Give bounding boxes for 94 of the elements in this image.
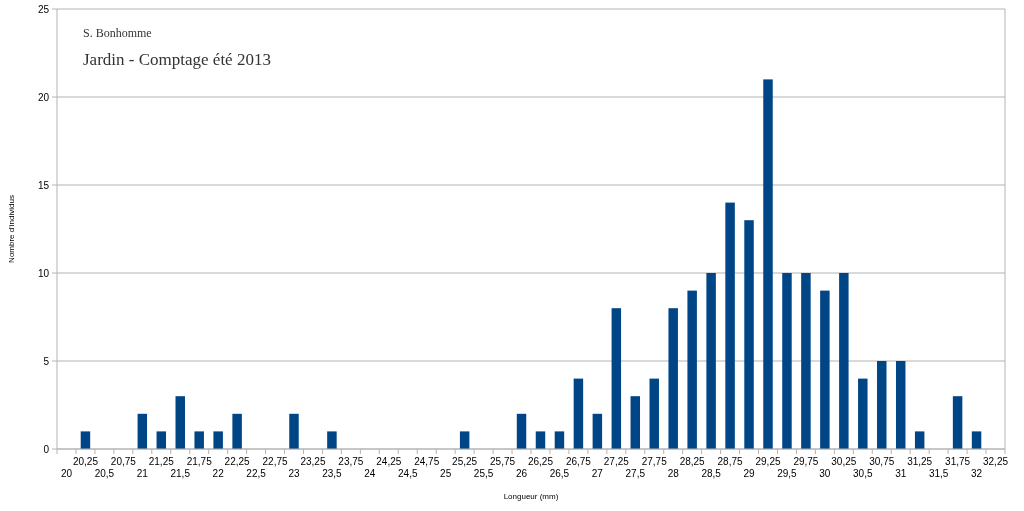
x-tick-label: 30,5 [853,468,873,479]
bar [895,361,906,449]
x-tick-label: 31 [895,468,907,479]
bar [877,361,887,449]
x-tick-label: 21,75 [186,456,213,467]
x-tick-label: 26,75 [565,456,592,467]
bar [573,378,584,449]
bar [213,431,223,449]
bar [516,413,527,449]
bar [194,431,204,449]
bar [744,220,754,449]
x-tick-label: 24 [364,468,376,479]
x-tick-label: 28,75 [717,456,744,467]
y-axis-title: Nombre d'individus [7,195,16,263]
bar [156,431,167,449]
x-tick-label: 24,75 [414,456,440,467]
x-tick-label: 30,25 [831,456,857,467]
x-tick-label: 23,5 [322,468,343,479]
x-tick-label: 30,75 [869,456,895,467]
bar [592,413,603,449]
bar [611,308,622,449]
bar [858,378,868,449]
bar [459,431,470,449]
bar [630,396,641,449]
bar [232,413,242,449]
x-tick-label: 27,5 [625,468,646,479]
x-tick-label: 25 [440,468,452,479]
x-tick-label: 20,5 [94,468,115,479]
x-tick-label: 28 [667,468,680,479]
y-tick-label: 25 [37,3,50,15]
x-tick-label: 26,5 [549,468,570,479]
y-tick-label: 0 [43,443,50,455]
x-tick-label: 22 [212,468,225,479]
x-tick-label: 24,25 [376,456,402,467]
bar [137,413,148,449]
annotation: S. Bonhomme [83,26,152,40]
x-tick-label: 27,75 [641,456,668,467]
x-tick-label: 26,25 [527,456,554,467]
x-tick-label: 31,25 [907,456,933,467]
bar [782,273,792,449]
x-tick-label: 25,5 [473,468,494,479]
x-tick-label: 27,25 [603,456,630,467]
bar [668,308,678,449]
x-tick-label: 29,75 [793,456,819,467]
bar [289,413,299,449]
x-tick-label: 24,5 [398,468,418,479]
text: Jardin - Comptage été 2013 [83,50,271,69]
bar [535,431,546,449]
x-tick-label: 31,75 [945,456,971,467]
x-tick-label: 32 [971,468,983,479]
x-tick-label: 23,75 [338,456,364,467]
bar [706,273,716,449]
y-tick-label: 5 [43,355,50,367]
bar [839,273,849,449]
x-tick-label: 20,25 [72,456,99,467]
x-tick-label: 32,25 [983,456,1009,467]
bar [801,273,811,449]
x-tick-label: 28,5 [701,468,722,479]
x-tick-label: 20,75 [110,456,137,467]
x-tick-label: 31,5 [928,468,949,479]
y-tick-label: 15 [37,179,50,191]
bar [914,431,925,449]
x-tick-label: 21 [136,468,149,479]
bar [327,431,337,449]
x-tick-label: 30 [819,468,831,479]
y-tick-label: 20 [37,91,50,103]
x-tick-label: 25,75 [490,456,516,467]
x-tick-label: 20 [60,468,73,479]
bar [820,290,830,449]
x-tick-label: 21,25 [148,456,175,467]
y-tick-label: 10 [37,267,50,279]
x-tick-label: 22,75 [262,456,288,467]
x-tick-label: 22,25 [224,456,251,467]
bar [649,378,659,449]
x-tick-label: 26 [515,468,528,479]
x-tick-label: 27 [591,468,604,479]
bar [971,431,982,449]
x-tick-label: 29 [743,468,756,479]
bar [725,202,735,449]
x-tick-label: 29,25 [755,456,781,467]
bar [175,396,185,449]
x-tick-label: 25,25 [452,456,478,467]
bar [554,431,565,449]
x-axis-title: Longueur (mm) [503,492,559,501]
bar [952,396,963,449]
x-tick-label: 21,5 [170,468,191,479]
x-tick-label: 29,5 [777,468,798,479]
bar [763,79,773,449]
x-tick-label: 23 [288,468,300,479]
x-tick-label: 22,5 [246,468,267,479]
x-tick-label: 28,25 [679,456,706,467]
bar [687,290,697,449]
x-tick-label: 23,25 [300,456,326,467]
bar [80,431,91,449]
